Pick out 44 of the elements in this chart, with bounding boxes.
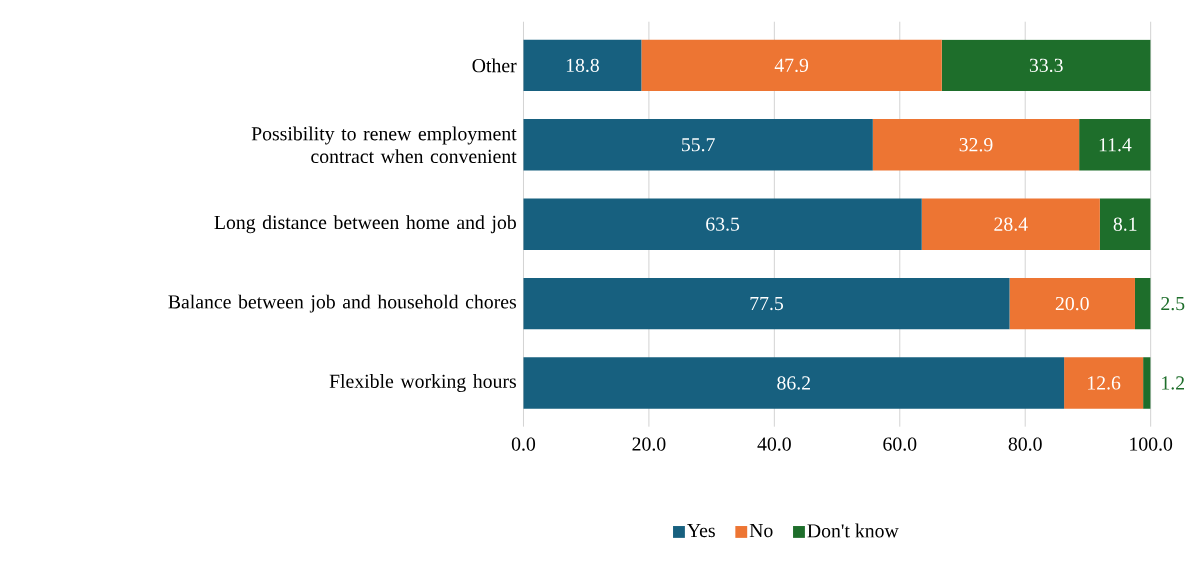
data-label: 32.9 (959, 138, 993, 152)
y-tick-label: Other (472, 58, 517, 73)
data-label: 86.2 (777, 376, 810, 390)
bar (523, 119, 873, 171)
bar (1134, 277, 1151, 330)
bar (523, 277, 1010, 330)
data-label: 55.7 (682, 138, 715, 152)
bar (1099, 198, 1151, 250)
data-label: 11.4 (1099, 138, 1132, 152)
bar (523, 198, 922, 250)
bar (872, 119, 1080, 171)
data-label: 47.9 (774, 58, 809, 73)
bar (641, 39, 942, 92)
x-tick-label: 40.0 (757, 437, 791, 451)
bar (1143, 357, 1151, 409)
y-tick-label: Long distance between home and job (214, 215, 516, 234)
x-tick-label: 80.0 (1008, 437, 1042, 451)
x-tick-label: 0.0 (511, 437, 536, 451)
legend-label: Yes (687, 524, 715, 538)
data-label: 77.5 (750, 297, 784, 311)
data-label: 20.0 (1055, 296, 1089, 311)
y-tick-label: Balance between job and household chores (168, 294, 517, 313)
y-tick-label: Flexible working hours (329, 374, 516, 392)
data-label: 18.8 (566, 58, 599, 73)
data-label: 28.4 (994, 217, 1028, 231)
data-label: 33.3 (1029, 58, 1063, 73)
x-tick-label: 20.0 (632, 437, 666, 451)
bar (523, 357, 1065, 409)
y-tick-label: Possibility to renew employment contract when convenient (251, 126, 517, 164)
data-label: 12.6 (1088, 376, 1121, 390)
legend-label: Don't know (807, 523, 899, 538)
data-label: 2.5 (1161, 296, 1185, 311)
bar (1079, 119, 1151, 171)
bar (1009, 277, 1135, 330)
bar (941, 39, 1151, 92)
bar (921, 198, 1100, 250)
legend-label: No (749, 524, 773, 538)
x-tick-label: 100.0 (1130, 437, 1173, 451)
data-label: 1.2 (1162, 376, 1184, 390)
bar (523, 39, 642, 92)
data-label: 8.1 (1113, 217, 1137, 231)
bar (1064, 357, 1144, 409)
x-tick-label: 60.0 (883, 437, 917, 451)
data-label: 63.5 (706, 217, 740, 231)
